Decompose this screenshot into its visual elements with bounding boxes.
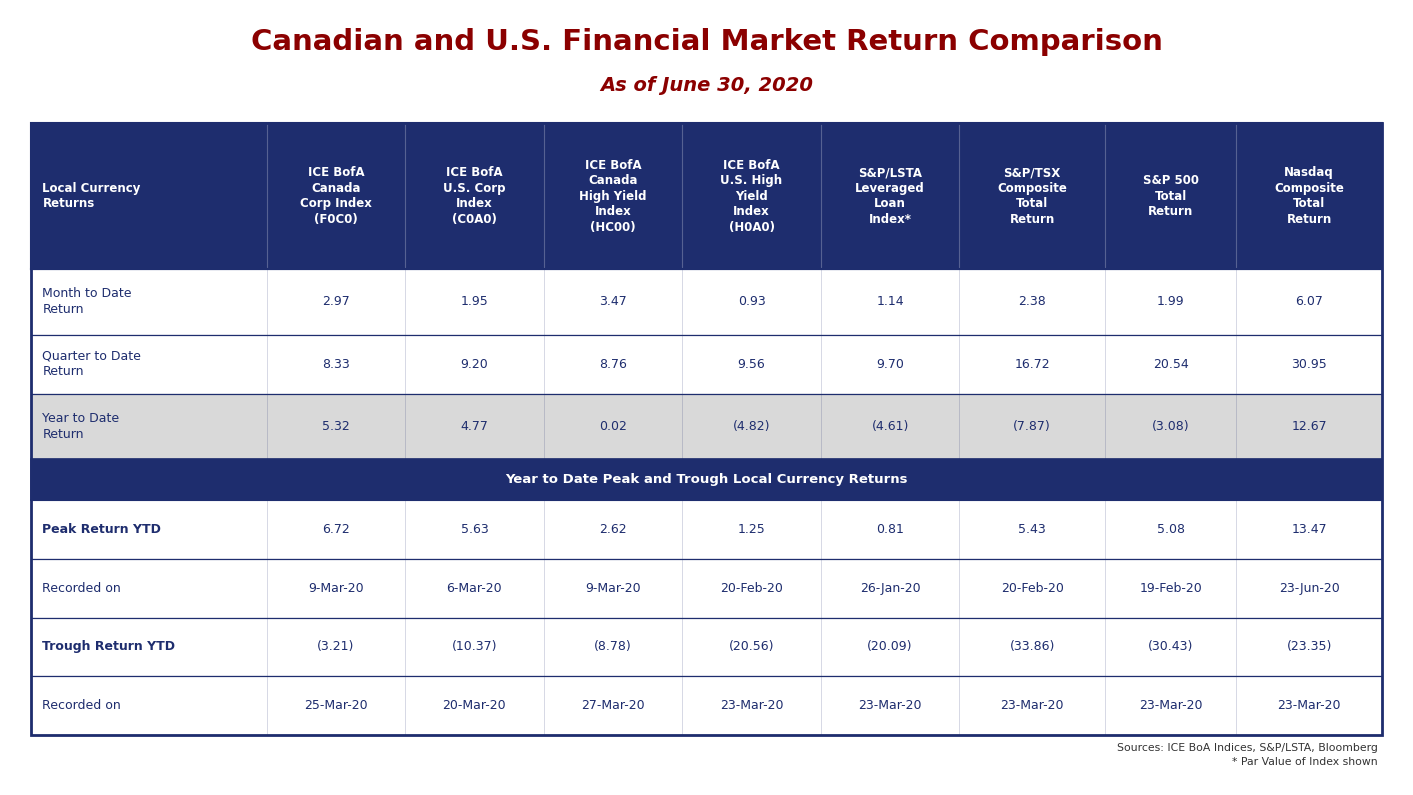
Text: As of June 30, 2020: As of June 30, 2020: [601, 76, 812, 95]
Text: 23-Mar-20: 23-Mar-20: [1000, 700, 1064, 712]
Text: 23-Jun-20: 23-Jun-20: [1279, 582, 1340, 595]
Text: Peak Return YTD: Peak Return YTD: [42, 522, 161, 536]
Text: 8.76: 8.76: [599, 358, 627, 370]
Text: S&P/TSX
Composite
Total
Return: S&P/TSX Composite Total Return: [998, 166, 1067, 226]
Text: 9-Mar-20: 9-Mar-20: [585, 582, 640, 595]
Text: 1.25: 1.25: [738, 522, 766, 536]
Text: 20-Feb-20: 20-Feb-20: [721, 582, 783, 595]
Text: 23-Mar-20: 23-Mar-20: [1139, 700, 1202, 712]
Text: 23-Mar-20: 23-Mar-20: [1277, 700, 1341, 712]
Text: 9.70: 9.70: [876, 358, 904, 370]
Text: 1.95: 1.95: [461, 295, 489, 308]
Text: ICE BofA
Canada
High Yield
Index
(HC00): ICE BofA Canada High Yield Index (HC00): [579, 158, 647, 234]
Text: 6.07: 6.07: [1296, 295, 1323, 308]
Text: S&P/LSTA
Leveraged
Loan
Index*: S&P/LSTA Leveraged Loan Index*: [855, 166, 926, 226]
Text: 2.62: 2.62: [599, 522, 627, 536]
Text: Nasdaq
Composite
Total
Return: Nasdaq Composite Total Return: [1275, 166, 1344, 226]
Text: Recorded on: Recorded on: [42, 700, 122, 712]
Text: 25-Mar-20: 25-Mar-20: [304, 700, 367, 712]
Text: Sources: ICE BoA Indices, S&P/LSTA, Bloomberg
* Par Value of Index shown: Sources: ICE BoA Indices, S&P/LSTA, Bloo…: [1116, 743, 1378, 767]
Text: (20.09): (20.09): [868, 641, 913, 653]
Text: Year to Date Peak and Trough Local Currency Returns: Year to Date Peak and Trough Local Curre…: [506, 473, 907, 486]
Text: 23-Mar-20: 23-Mar-20: [858, 700, 921, 712]
Text: Recorded on: Recorded on: [42, 582, 122, 595]
Text: 12.67: 12.67: [1291, 420, 1327, 433]
Text: 2.38: 2.38: [1019, 295, 1046, 308]
Text: (3.08): (3.08): [1152, 420, 1190, 433]
Text: 4.77: 4.77: [461, 420, 489, 433]
Text: 8.33: 8.33: [322, 358, 350, 370]
Text: S&P 500
Total
Return: S&P 500 Total Return: [1143, 174, 1198, 218]
Text: 20.54: 20.54: [1153, 358, 1188, 370]
Text: (30.43): (30.43): [1147, 641, 1194, 653]
Text: (23.35): (23.35): [1286, 641, 1332, 653]
Text: (10.37): (10.37): [452, 641, 497, 653]
Text: (20.56): (20.56): [729, 641, 774, 653]
Text: ICE BofA
Canada
Corp Index
(F0C0): ICE BofA Canada Corp Index (F0C0): [300, 166, 372, 226]
Text: 20-Feb-20: 20-Feb-20: [1000, 582, 1064, 595]
Text: 13.47: 13.47: [1291, 522, 1327, 536]
Text: 9.20: 9.20: [461, 358, 489, 370]
Text: (4.61): (4.61): [872, 420, 909, 433]
Text: ICE BofA
U.S. High
Yield
Index
(H0A0): ICE BofA U.S. High Yield Index (H0A0): [721, 158, 783, 234]
Text: Trough Return YTD: Trough Return YTD: [42, 641, 175, 653]
Text: Canadian and U.S. Financial Market Return Comparison: Canadian and U.S. Financial Market Retur…: [250, 28, 1163, 56]
Text: 30.95: 30.95: [1291, 358, 1327, 370]
Text: 5.63: 5.63: [461, 522, 489, 536]
Text: 6-Mar-20: 6-Mar-20: [447, 582, 502, 595]
Text: Year to Date
Return: Year to Date Return: [42, 413, 120, 440]
Text: Local Currency
Returns: Local Currency Returns: [42, 182, 141, 210]
Text: 6.72: 6.72: [322, 522, 350, 536]
Text: 1.99: 1.99: [1157, 295, 1184, 308]
Text: ICE BofA
U.S. Corp
Index
(C0A0): ICE BofA U.S. Corp Index (C0A0): [444, 166, 506, 226]
Text: 5.08: 5.08: [1157, 522, 1184, 536]
Text: 9.56: 9.56: [738, 358, 766, 370]
Text: Month to Date
Return: Month to Date Return: [42, 288, 131, 316]
Text: 26-Jan-20: 26-Jan-20: [859, 582, 920, 595]
Text: 5.32: 5.32: [322, 420, 350, 433]
Text: (4.82): (4.82): [733, 420, 770, 433]
Text: 0.02: 0.02: [599, 420, 627, 433]
Text: 9-Mar-20: 9-Mar-20: [308, 582, 363, 595]
Text: Quarter to Date
Return: Quarter to Date Return: [42, 350, 141, 378]
Text: 23-Mar-20: 23-Mar-20: [719, 700, 783, 712]
Text: 19-Feb-20: 19-Feb-20: [1139, 582, 1202, 595]
Text: 0.81: 0.81: [876, 522, 904, 536]
Text: 16.72: 16.72: [1015, 358, 1050, 370]
Text: (33.86): (33.86): [1009, 641, 1054, 653]
Text: 3.47: 3.47: [599, 295, 627, 308]
Text: (8.78): (8.78): [593, 641, 632, 653]
Text: 0.93: 0.93: [738, 295, 766, 308]
Text: 1.14: 1.14: [876, 295, 904, 308]
Text: 2.97: 2.97: [322, 295, 350, 308]
Text: (7.87): (7.87): [1013, 420, 1051, 433]
Text: (3.21): (3.21): [317, 641, 355, 653]
Text: 5.43: 5.43: [1019, 522, 1046, 536]
Text: 27-Mar-20: 27-Mar-20: [581, 700, 644, 712]
Text: 20-Mar-20: 20-Mar-20: [442, 700, 506, 712]
